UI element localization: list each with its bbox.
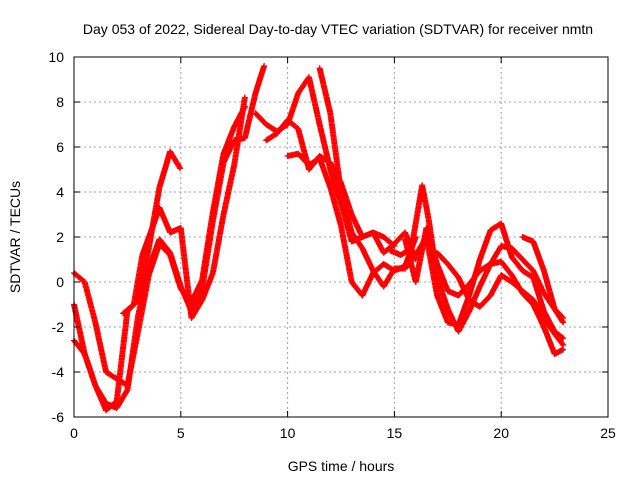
chart-title: Day 053 of 2022, Sidereal Day-to-day VTE… xyxy=(83,21,593,37)
x-axis-ticks: 0 5 10 15 20 25 xyxy=(70,57,616,441)
x-tick-label: 10 xyxy=(280,425,296,441)
y-tick-label: 4 xyxy=(56,184,64,200)
series-markers xyxy=(519,234,567,321)
y-axis-ticks: -6 -4 -2 0 2 4 6 8 10 xyxy=(48,49,608,425)
y-tick-label: -4 xyxy=(52,364,65,380)
series-markers xyxy=(120,94,248,321)
y-tick-label: -2 xyxy=(52,319,65,335)
x-axis-label: GPS time / hours xyxy=(288,458,395,474)
y-tick-label: -6 xyxy=(52,409,65,425)
series-markers xyxy=(434,249,567,348)
series-11 xyxy=(434,249,567,348)
y-tick-label: 6 xyxy=(56,139,64,155)
y-tick-label: 0 xyxy=(56,274,64,290)
y-axis-label: SDTVAR / TECUs xyxy=(7,181,23,293)
y-tick-label: 8 xyxy=(56,94,64,110)
x-tick-label: 0 xyxy=(70,425,78,441)
x-tick-label: 20 xyxy=(493,425,509,441)
data-points xyxy=(71,63,567,414)
x-tick-label: 25 xyxy=(600,425,616,441)
y-tick-label: 2 xyxy=(56,229,64,245)
series-12 xyxy=(519,234,567,321)
x-tick-label: 5 xyxy=(177,425,185,441)
series-4 xyxy=(120,94,248,321)
y-tick-label: 10 xyxy=(48,49,64,65)
x-tick-label: 15 xyxy=(387,425,403,441)
